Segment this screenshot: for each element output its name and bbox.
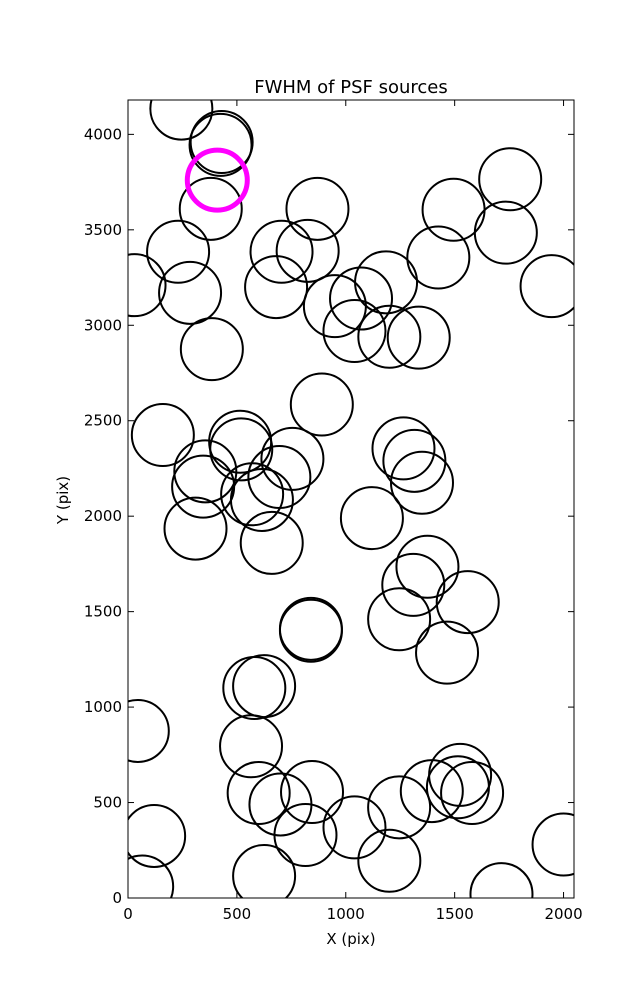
x-tick-label: 2000 [544, 905, 582, 923]
source-marker [329, 266, 394, 331]
x-tick-label: 1000 [327, 905, 365, 923]
source-marker [280, 760, 345, 825]
source-marker [322, 795, 387, 860]
source-marker [209, 417, 274, 482]
y-tick-label: 1500 [84, 603, 122, 621]
y-tick-label: 1000 [84, 698, 122, 716]
y-axis-label: Y (pix) [54, 476, 72, 525]
x-tick-label: 500 [223, 905, 252, 923]
source-marker [163, 496, 228, 561]
y-tick-label: 3000 [84, 316, 122, 334]
source-marker [158, 260, 223, 325]
highlighted-source-marker [184, 147, 250, 213]
chart-title: FWHM of PSF sources [254, 77, 448, 98]
source-marker [381, 552, 446, 617]
source-marker [128, 803, 187, 868]
source-marker [289, 372, 354, 437]
y-tick-label: 0 [112, 889, 122, 907]
source-marker [173, 439, 238, 504]
y-axis: 0 500 1000 1500 2000 2500 3000 3500 4000 [84, 125, 574, 907]
source-marker [531, 812, 574, 877]
source-marker [273, 803, 338, 867]
source-marker [128, 253, 167, 318]
source-marker [435, 570, 500, 635]
y-tick-label: 4000 [84, 125, 122, 143]
source-marker [128, 698, 170, 763]
y-tick-label: 3500 [84, 221, 122, 239]
source-marker [386, 305, 451, 370]
source-marker [275, 218, 340, 283]
source-marker [285, 176, 350, 241]
source-marker [399, 759, 464, 824]
plot-frame [127, 99, 575, 899]
source-marker [389, 450, 454, 515]
source-marker [382, 428, 447, 493]
y-tick-label: 2500 [84, 412, 122, 430]
source-marker [188, 112, 253, 177]
x-tick-label: 0 [123, 905, 133, 923]
source-marker [339, 486, 404, 551]
source-marker [219, 714, 284, 779]
source-marker [367, 775, 432, 840]
source-marker [440, 761, 505, 825]
source-marker [178, 176, 243, 241]
source-marker [425, 755, 490, 820]
source-marker [232, 844, 297, 898]
source-marker [357, 304, 422, 369]
x-axis-label: X (pix) [326, 930, 375, 948]
x-axis: 0 500 1000 1500 2000 [123, 100, 583, 923]
source-marker [367, 587, 432, 652]
source-marker [395, 534, 460, 599]
source-marker [244, 255, 309, 320]
source-marker [130, 403, 195, 468]
source-marker [473, 200, 538, 265]
source-marker [249, 219, 314, 284]
source-marker [302, 274, 367, 339]
x-tick-label: 1500 [436, 905, 474, 923]
source-marker [415, 620, 480, 685]
source-marker [229, 467, 294, 532]
source-marker [260, 426, 325, 491]
source-marker [371, 416, 436, 481]
markers-layer [128, 100, 574, 898]
y-tick-label: 2000 [84, 507, 122, 525]
source-marker [478, 147, 543, 212]
y-tick-label: 500 [93, 794, 122, 812]
source-marker [357, 828, 422, 893]
source-marker [179, 317, 244, 382]
source-marker [239, 510, 304, 575]
source-marker [406, 225, 471, 290]
source-marker [146, 219, 211, 284]
source-marker [278, 598, 343, 663]
source-marker [519, 254, 574, 319]
source-marker [220, 462, 285, 527]
source-marker [149, 100, 214, 141]
source-marker [226, 761, 291, 825]
source-marker [469, 862, 534, 898]
source-marker [128, 854, 175, 898]
source-marker [322, 299, 387, 363]
